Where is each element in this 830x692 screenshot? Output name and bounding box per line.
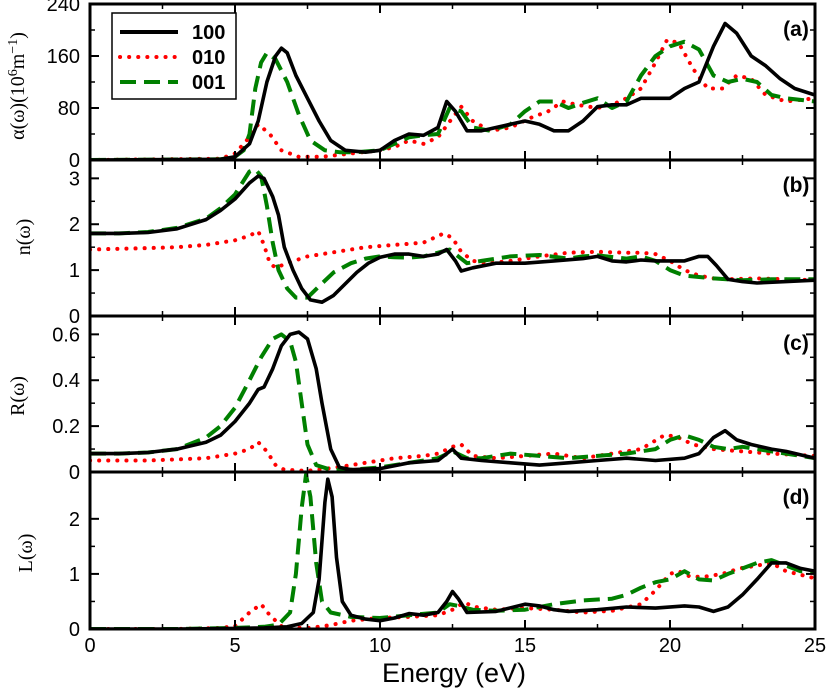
panel-c-ytick-label: 0.4: [52, 370, 80, 392]
panel-d-tag: (d): [783, 486, 810, 509]
legend-label-001: 001: [192, 72, 225, 94]
panel-c-ylabel: R(ω): [7, 376, 29, 416]
x-tick-label: 15: [514, 635, 536, 657]
panel-d-ytick-label: 2: [69, 509, 80, 531]
panel-a-ylabel: α(ω)(106m−1): [6, 32, 29, 140]
x-axis-title: Energy (eV): [382, 658, 526, 688]
panel-c-tag: (c): [783, 332, 809, 355]
panel-d-series-100-line: [90, 477, 815, 629]
panel-b-ytick-label: 2: [69, 214, 80, 236]
legend-label-010: 010: [192, 47, 225, 69]
panel-a-series-001-line: [90, 39, 815, 160]
legend-entry-100: 100: [120, 22, 225, 44]
legend-entry-001: 001: [120, 72, 225, 94]
panel-b-ytick-label: 3: [69, 168, 80, 190]
panel-a: 0 80 160 240 α(ω)(106m−1) (a): [6, 0, 817, 172]
panel-b-ytick-label: 1: [69, 260, 80, 282]
panel-b: 0 1 2 3 n(ω) (b): [13, 158, 817, 328]
panel-a-tag: (a): [783, 18, 809, 41]
panel-b-series-010-line: [90, 229, 815, 283]
panel-c-series: 0 0.2 0.4 0.6: [52, 314, 817, 484]
x-tick-label: 25: [804, 635, 826, 657]
panel-c-ytick-label: 0: [69, 462, 80, 484]
panel-b-series: 0 1 2 3: [69, 158, 817, 328]
panel-b-frame: [88, 158, 817, 318]
panel-b-series-001-line: [90, 167, 815, 300]
x-axis: 0 5 10 15 20 25 Energy (eV): [84, 635, 826, 688]
panel-d: 0 1 2 L(ω) (d): [15, 470, 817, 641]
panel-c-series-010-line: [90, 433, 815, 472]
legend: 100 010 001: [111, 12, 237, 100]
panel-d-series: 0 1 2: [69, 470, 817, 641]
panel-c: 0 0.2 0.4 0.6 R(ω) (c): [7, 314, 817, 484]
panel-a-ytick-label: 80: [58, 98, 80, 120]
panel-a-series-100-line: [90, 21, 815, 160]
panel-c-ytick-label: 0.2: [52, 416, 80, 438]
panel-a-ytick-label: 160: [47, 46, 80, 68]
legend-entry-010: 010: [118, 47, 225, 69]
x-tick-label: 0: [84, 635, 95, 657]
panel-a-ytick-label: 0: [69, 150, 80, 172]
panel-d-ytick-label: 1: [69, 564, 80, 586]
x-tick-labels: 0 5 10 15 20 25: [84, 635, 826, 657]
panel-d-series-001-line: [90, 472, 815, 629]
panel-b-series-100-line: [90, 174, 815, 304]
panel-c-series-100-line: [90, 330, 815, 472]
panel-c-ytick-label: 0.6: [52, 324, 80, 346]
panel-b-ylabel: n(ω): [13, 219, 35, 255]
x-tick-label: 5: [229, 635, 240, 657]
panel-d-ylabel: L(ω): [15, 534, 37, 573]
x-tick-label: 20: [659, 635, 681, 657]
panel-d-ytick-label: 0: [69, 619, 80, 641]
panel-b-tag: (b): [783, 174, 810, 197]
panel-d-series-010-line: [90, 560, 815, 629]
panel-a-ytick-label: 240: [47, 0, 80, 16]
legend-label-100: 100: [192, 22, 225, 44]
panel-b-ytick-label: 0: [69, 306, 80, 328]
x-tick-label: 10: [369, 635, 391, 657]
